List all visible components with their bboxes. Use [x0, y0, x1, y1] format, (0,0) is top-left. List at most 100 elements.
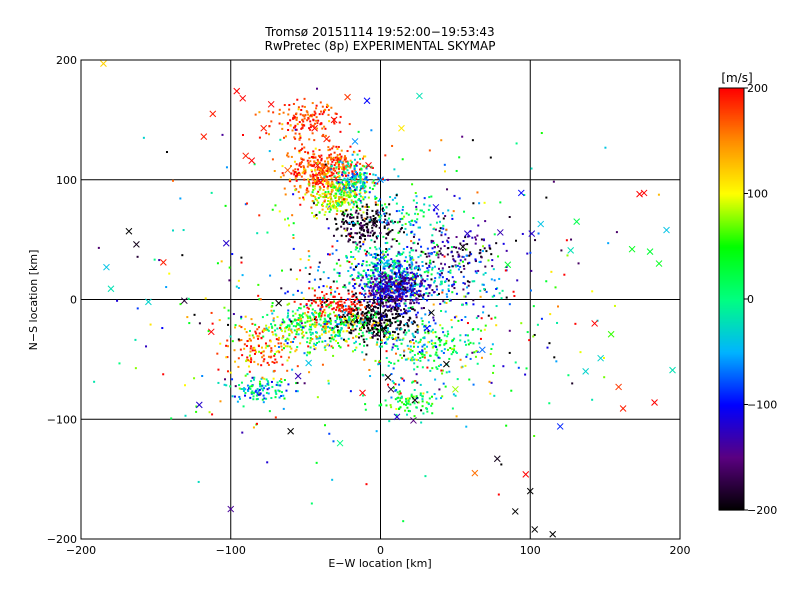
data-point-dot — [383, 271, 386, 274]
data-point-dot — [348, 165, 351, 168]
data-point-dot — [337, 342, 340, 345]
data-point-dot — [295, 112, 298, 115]
colorbar-band — [719, 246, 744, 249]
data-point-dot — [204, 297, 207, 300]
data-point-dot — [294, 319, 297, 322]
data-point-dot — [260, 336, 263, 339]
data-point-dot — [395, 266, 398, 269]
data-point-dot — [301, 171, 304, 174]
data-point-dot — [316, 296, 319, 299]
data-point-dot — [310, 299, 313, 302]
data-point-dot — [430, 253, 433, 256]
data-point-dot — [399, 218, 402, 221]
data-point-dot — [390, 373, 393, 376]
data-point-dot — [341, 220, 344, 223]
data-point-dot — [327, 162, 330, 165]
data-point-dot — [364, 316, 367, 319]
colorbar-band — [719, 384, 744, 387]
data-point-dot — [383, 212, 386, 215]
data-point-dot — [332, 330, 335, 333]
data-point-dot — [267, 381, 270, 384]
data-point-dot — [368, 292, 371, 295]
data-point-dot — [439, 247, 442, 250]
data-point-dot — [165, 286, 168, 289]
data-point-dot — [307, 113, 310, 116]
data-point-dot — [327, 192, 330, 195]
data-point-dot — [379, 319, 382, 322]
data-point-dot — [403, 215, 406, 218]
colorbar-band — [719, 110, 744, 113]
data-point-dot — [397, 175, 400, 178]
data-point-dot — [365, 275, 368, 278]
data-point-dot — [449, 269, 452, 272]
data-point-dot — [392, 222, 395, 225]
data-point-dot — [390, 306, 393, 309]
data-point-dot — [320, 157, 323, 160]
data-point-dot — [355, 187, 358, 190]
data-point-dot — [233, 395, 236, 398]
data-point-dot — [396, 327, 399, 330]
data-point-dot — [377, 291, 380, 294]
cross-stroke — [478, 346, 486, 354]
data-point-dot — [416, 242, 419, 245]
data-point-dot — [395, 274, 398, 277]
data-point-dot — [325, 320, 328, 323]
data-point-dot — [464, 315, 467, 318]
data-point-dot — [256, 328, 259, 331]
data-point-dot — [288, 108, 291, 111]
colorbar-band — [719, 260, 744, 263]
data-point-dot — [248, 354, 251, 357]
colorbar-band — [719, 98, 744, 101]
data-point-dot — [353, 321, 356, 324]
data-point-dot — [304, 193, 307, 196]
data-point-dot — [355, 296, 358, 299]
data-point-dot — [350, 329, 353, 332]
data-point-dot — [292, 234, 295, 237]
data-point-dot — [353, 323, 356, 326]
data-point-dot — [358, 320, 361, 323]
data-point-dot — [318, 286, 321, 289]
data-point-dot — [299, 113, 302, 116]
data-point-dot — [432, 240, 435, 243]
data-point-dot — [244, 315, 247, 318]
data-point-dot — [363, 182, 366, 185]
data-point-dot — [296, 381, 299, 384]
data-point-dot — [361, 275, 364, 278]
data-point-dot — [423, 197, 426, 200]
data-point-dot — [437, 256, 440, 259]
data-point-dot — [377, 235, 380, 238]
data-point-dot — [353, 178, 356, 181]
data-point-dot — [369, 305, 372, 308]
data-point-dot — [310, 502, 313, 505]
data-point-dot — [405, 212, 408, 215]
data-point-dot — [375, 316, 378, 319]
colorbar-band — [719, 188, 744, 191]
data-point-dot — [428, 149, 431, 152]
data-point-dot — [398, 383, 401, 386]
data-point-dot — [307, 178, 310, 181]
data-point-dot — [362, 211, 365, 214]
data-point-dot — [430, 404, 433, 407]
data-point-dot — [459, 334, 462, 337]
data-point-dot — [428, 321, 431, 324]
data-point-dot — [371, 181, 374, 184]
data-point-dot — [265, 344, 268, 347]
data-point-dot — [469, 341, 472, 344]
data-point-dot — [362, 180, 365, 183]
data-point-dot — [450, 326, 453, 329]
data-point-dot — [323, 175, 326, 178]
colorbar-band — [719, 292, 744, 295]
data-point-dot — [387, 288, 390, 291]
data-point-dot — [223, 306, 226, 309]
data-point-dot — [249, 350, 252, 353]
data-point-dot — [412, 199, 415, 202]
data-point-dot — [428, 196, 431, 199]
data-point-dot — [296, 322, 299, 325]
data-point-dot — [434, 378, 437, 381]
data-point-dot — [306, 317, 309, 320]
data-point-dot — [436, 367, 439, 370]
data-point-dot — [336, 200, 339, 203]
data-point-dot — [335, 280, 338, 283]
data-point-dot — [394, 298, 397, 301]
